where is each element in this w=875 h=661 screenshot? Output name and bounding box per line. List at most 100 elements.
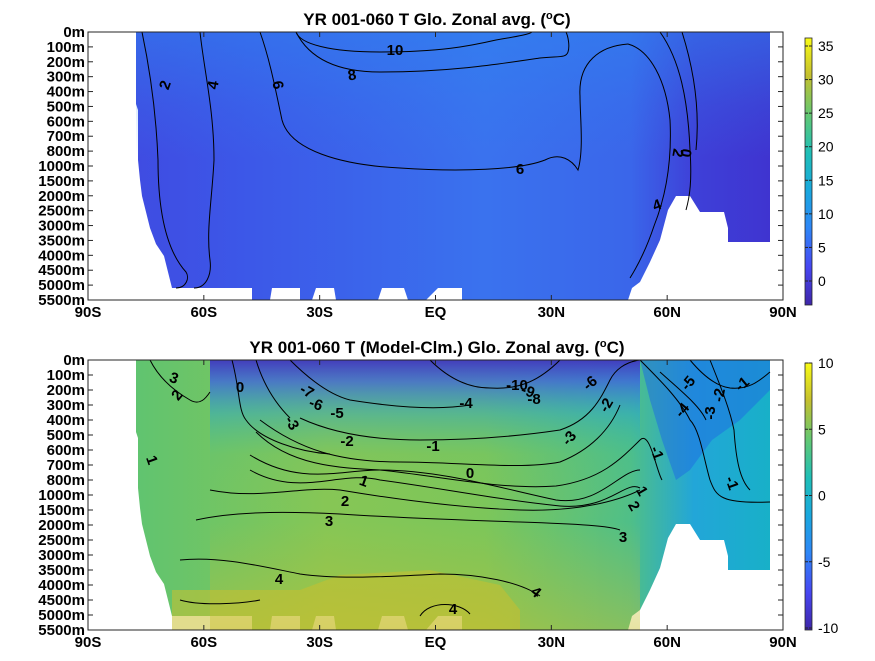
p2-label-m8: -8 — [527, 391, 540, 408]
x-tick-label: 60N — [653, 634, 681, 651]
y-tick-label: 500m — [47, 98, 85, 115]
y-tick-label: 300m — [47, 69, 85, 86]
panel-1-colorbar-ticks: 35 30 25 20 15 10 5 0 — [805, 38, 834, 289]
y-tick-label: 800m — [47, 472, 85, 489]
y-tick-label: 200m — [47, 54, 85, 71]
x-tick-label: 90S — [75, 634, 102, 651]
y-tick-label: 300m — [47, 397, 85, 414]
y-tick-label: 1000m — [38, 487, 85, 504]
p2-label-m1: -1 — [426, 438, 439, 455]
y-tick-label: 100m — [47, 367, 85, 384]
p2-label-0: 0 — [236, 379, 244, 396]
p2-label-4: 4 — [275, 571, 284, 588]
y-tick-label: 5000m — [38, 607, 85, 624]
x-tick-label: 30N — [538, 634, 566, 651]
x-tick-label: 60S — [190, 634, 217, 651]
p2-label-3c: 3 — [619, 529, 627, 546]
x-tick-label: 30N — [538, 304, 566, 321]
y-tick-label: 3500m — [38, 232, 85, 249]
p1-label-0: 0 — [676, 147, 694, 158]
y-tick-label: 1000m — [38, 158, 85, 175]
y-tick-label: 400m — [47, 412, 85, 429]
y-tick-label: 4500m — [38, 592, 85, 609]
x-tick-label: EQ — [425, 634, 447, 651]
y-tick-label: 2000m — [38, 188, 85, 205]
p2-label-m1c: -1 — [646, 444, 667, 462]
x-tick-label: 30S — [306, 634, 333, 651]
p1-label-4: 4 — [204, 79, 222, 91]
p2-label-m5: -5 — [330, 405, 343, 422]
y-tick-label: 100m — [47, 39, 85, 56]
p1-label-6: 6 — [516, 161, 524, 178]
colorbar-tick-label: 15 — [818, 172, 834, 188]
panel-2-contours — [149, 359, 771, 617]
y-tick-label: 600m — [47, 113, 85, 130]
p1-label-8: 8 — [347, 66, 358, 84]
y-tick-label: 4000m — [38, 577, 85, 594]
p2-label-m3c: -3 — [702, 406, 719, 419]
p2-label-3b: 3 — [325, 513, 333, 530]
y-tick-label: 800m — [47, 143, 85, 160]
colorbar-tick-label: 25 — [818, 105, 834, 121]
colorbar-tick-label: 35 — [818, 38, 834, 54]
colorbar-tick-label: 30 — [818, 72, 834, 88]
y-tick-label: 0m — [63, 352, 85, 369]
y-tick-label: 5500m — [38, 292, 85, 309]
y-tick-label: 200m — [47, 382, 85, 399]
colorbar-tick-label: 5 — [818, 239, 826, 255]
colorbar-tick-label: 10 — [818, 355, 834, 371]
y-tick-label: 0m — [63, 24, 85, 41]
y-tick-label: 1500m — [38, 502, 85, 519]
y-tick-label: 3000m — [38, 547, 85, 564]
x-tick-label: 60S — [190, 304, 217, 321]
panel-1-x-ticks: 90S 60S 30S EQ 30N 60N 90N — [75, 32, 797, 321]
colorbar-tick-label: 5 — [818, 421, 826, 437]
y-tick-label: 2000m — [38, 517, 85, 534]
colorbar-tick-label: -5 — [818, 554, 831, 570]
panel-2: YR 001-060 T (Model-Clm.) Glo. Zonal avg… — [38, 338, 838, 651]
x-tick-label: 90N — [769, 634, 797, 651]
colorbar-tick-label: 0 — [818, 488, 826, 504]
y-tick-label: 3500m — [38, 562, 85, 579]
y-tick-label: 3000m — [38, 218, 85, 235]
p1-label-10: 10 — [387, 42, 404, 59]
colorbar-tick-label: 0 — [818, 273, 826, 289]
p1-label-6-top: 6 — [268, 80, 286, 91]
y-tick-label: 500m — [47, 427, 85, 444]
y-tick-label: 5000m — [38, 277, 85, 294]
y-tick-label: 700m — [47, 128, 85, 145]
x-tick-label: EQ — [425, 304, 447, 321]
p2-label-m2c: -2 — [710, 387, 729, 403]
panel-2-hot-patch — [172, 570, 520, 630]
p2-label-0b: 0 — [466, 465, 474, 482]
p2-label-m10: -10 — [506, 377, 528, 394]
p2-label-m4: -4 — [459, 395, 473, 412]
panel-2-colorbar-ticks: 10 5 0 -5 -10 — [805, 355, 838, 636]
p2-label-m9: -9 — [519, 381, 537, 402]
x-tick-label: 90S — [75, 304, 102, 321]
x-tick-label: 30S — [306, 304, 333, 321]
p2-label-m2: -2 — [340, 433, 353, 450]
p2-label-m6: -6 — [307, 394, 325, 415]
colorbar-tick-label: 20 — [818, 139, 834, 155]
panel-2-y-ticks: 0m100m200m300m400m500m600m700m800m1000m1… — [38, 352, 783, 639]
y-tick-label: 4000m — [38, 247, 85, 264]
panel-1-warm-overlay — [136, 32, 770, 242]
p2-label-2b: 2 — [341, 493, 349, 510]
panel-1-contours — [141, 31, 698, 289]
y-tick-label: 2500m — [38, 532, 85, 549]
x-tick-label: 90N — [769, 304, 797, 321]
x-tick-label: 60N — [653, 304, 681, 321]
colorbar-tick-label: -10 — [818, 620, 838, 636]
panel-2-anomaly-overlay — [210, 360, 640, 630]
panel-2-north-cold-patch — [640, 360, 770, 480]
panel-2-contour-labels: 3 2 1 0 -3 -7 -6 -5 -10 -9 -8 -6 -4 -2 -… — [142, 369, 753, 618]
p2-label-m1d: -1 — [721, 474, 742, 492]
y-tick-label: 4500m — [38, 262, 85, 279]
y-tick-label: 400m — [47, 84, 85, 101]
colorbar-tick-label: 10 — [818, 206, 834, 222]
y-tick-label: 2500m — [38, 203, 85, 220]
panel-2-colorbar — [804, 362, 813, 631]
